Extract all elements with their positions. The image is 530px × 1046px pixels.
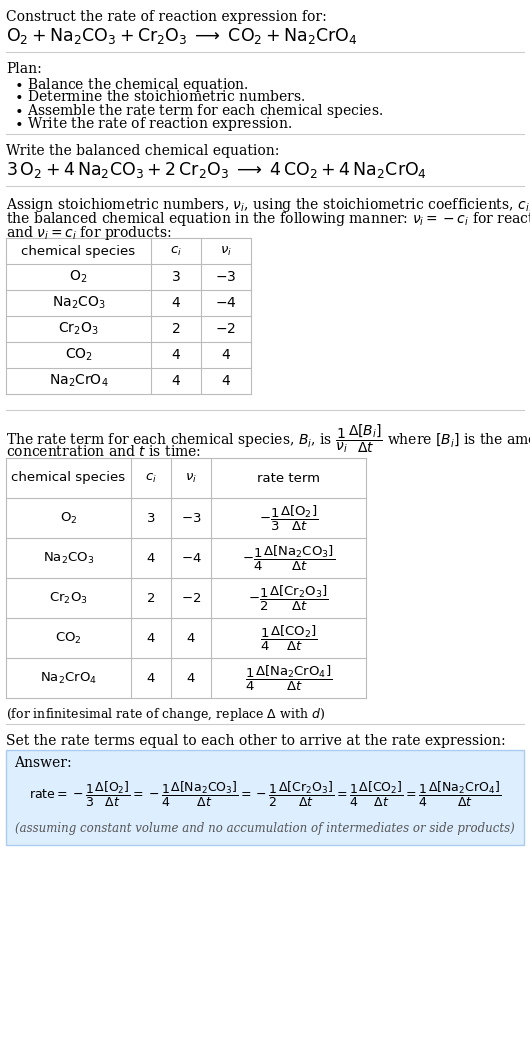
Text: Assign stoichiometric numbers, $\nu_i$, using the stoichiometric coefficients, $: Assign stoichiometric numbers, $\nu_i$, …	[6, 196, 530, 214]
Text: $\mathrm{Na_2CrO_4}$: $\mathrm{Na_2CrO_4}$	[40, 670, 97, 685]
Text: (assuming constant volume and no accumulation of intermediates or side products): (assuming constant volume and no accumul…	[15, 822, 515, 835]
Text: 4: 4	[147, 672, 155, 684]
Text: $\mathrm{3\,O_2 + 4\,Na_2CO_3 + 2\,Cr_2O_3 \;\longrightarrow\; 4\,CO_2 + 4\,Na_2: $\mathrm{3\,O_2 + 4\,Na_2CO_3 + 2\,Cr_2O…	[6, 160, 427, 180]
Text: and $\nu_i = c_i$ for products:: and $\nu_i = c_i$ for products:	[6, 224, 171, 242]
Text: $\mathrm{O_2}$: $\mathrm{O_2}$	[69, 269, 87, 286]
Text: 4: 4	[172, 296, 180, 310]
Text: $-3$: $-3$	[215, 270, 237, 285]
Text: the balanced chemical equation in the following manner: $\nu_i = -c_i$ for react: the balanced chemical equation in the fo…	[6, 210, 530, 228]
Text: Set the rate terms equal to each other to arrive at the rate expression:: Set the rate terms equal to each other t…	[6, 734, 506, 748]
Text: $4$: $4$	[186, 672, 196, 684]
Text: $-4$: $-4$	[181, 551, 201, 565]
Bar	[6, 750, 524, 845]
Text: 4: 4	[172, 374, 180, 388]
Text: $-3$: $-3$	[181, 511, 201, 524]
Text: $-\dfrac{1}{4}\dfrac{\Delta[\mathrm{Na_2CO_3}]}{\Delta t}$: $-\dfrac{1}{4}\dfrac{\Delta[\mathrm{Na_2…	[242, 543, 335, 572]
Text: Construct the rate of reaction expression for:: Construct the rate of reaction expressio…	[6, 10, 327, 24]
Text: concentration and $t$ is time:: concentration and $t$ is time:	[6, 444, 201, 459]
Text: 4: 4	[147, 632, 155, 644]
Text: 4: 4	[172, 348, 180, 362]
Text: chemical species: chemical species	[21, 245, 136, 257]
Text: $-\dfrac{1}{2}\dfrac{\Delta[\mathrm{Cr_2O_3}]}{\Delta t}$: $-\dfrac{1}{2}\dfrac{\Delta[\mathrm{Cr_2…	[248, 584, 329, 613]
Text: $\mathrm{Cr_2O_3}$: $\mathrm{Cr_2O_3}$	[58, 321, 99, 337]
Text: The rate term for each chemical species, $B_i$, is $\dfrac{1}{\nu_i}\dfrac{\Delt: The rate term for each chemical species,…	[6, 422, 530, 455]
Text: $\nu_i$: $\nu_i$	[220, 245, 232, 257]
Text: $\mathrm{rate} = -\dfrac{1}{3}\dfrac{\Delta[\mathrm{O_2}]}{\Delta t} = -\dfrac{1: $\mathrm{rate} = -\dfrac{1}{3}\dfrac{\De…	[29, 780, 501, 809]
Text: $-4$: $-4$	[215, 296, 237, 310]
Text: 3: 3	[147, 511, 155, 524]
Text: $c_i$: $c_i$	[170, 245, 182, 257]
Text: $\dfrac{1}{4}\dfrac{\Delta[\mathrm{CO_2}]}{\Delta t}$: $\dfrac{1}{4}\dfrac{\Delta[\mathrm{CO_2}…	[260, 623, 317, 653]
Text: Write the balanced chemical equation:: Write the balanced chemical equation:	[6, 144, 279, 158]
Text: $\mathrm{Na_2CO_3}$: $\mathrm{Na_2CO_3}$	[51, 295, 105, 312]
Text: $\mathrm{O_2 + Na_2CO_3 + Cr_2O_3 \;\longrightarrow\; CO_2 + Na_2CrO_4}$: $\mathrm{O_2 + Na_2CO_3 + Cr_2O_3 \;\lon…	[6, 26, 358, 46]
Text: 2: 2	[147, 591, 155, 605]
Text: Answer:: Answer:	[14, 756, 72, 770]
Text: $-\dfrac{1}{3}\dfrac{\Delta[\mathrm{O_2}]}{\Delta t}$: $-\dfrac{1}{3}\dfrac{\Delta[\mathrm{O_2}…	[259, 503, 318, 532]
Text: $4$: $4$	[221, 374, 231, 388]
Text: (for infinitesimal rate of change, replace $\Delta$ with $d$): (for infinitesimal rate of change, repla…	[6, 706, 325, 723]
Text: rate term: rate term	[257, 472, 320, 484]
Text: $\bullet$ Assemble the rate term for each chemical species.: $\bullet$ Assemble the rate term for eac…	[14, 103, 383, 120]
Text: 3: 3	[172, 270, 180, 285]
Text: $\mathrm{Cr_2O_3}$: $\mathrm{Cr_2O_3}$	[49, 590, 88, 606]
Text: $\bullet$ Determine the stoichiometric numbers.: $\bullet$ Determine the stoichiometric n…	[14, 89, 305, 104]
Text: $\mathrm{Na_2CrO_4}$: $\mathrm{Na_2CrO_4}$	[49, 372, 108, 389]
Text: $4$: $4$	[221, 348, 231, 362]
Text: $4$: $4$	[186, 632, 196, 644]
Text: $\bullet$ Write the rate of reaction expression.: $\bullet$ Write the rate of reaction exp…	[14, 115, 292, 133]
Text: $\mathrm{O_2}$: $\mathrm{O_2}$	[60, 510, 77, 525]
Text: 2: 2	[172, 322, 180, 336]
Text: $\mathrm{CO_2}$: $\mathrm{CO_2}$	[55, 631, 82, 645]
Text: $\mathrm{CO_2}$: $\mathrm{CO_2}$	[65, 347, 92, 363]
Text: chemical species: chemical species	[12, 472, 126, 484]
Text: Plan:: Plan:	[6, 62, 42, 76]
Text: $\mathrm{Na_2CO_3}$: $\mathrm{Na_2CO_3}$	[43, 550, 94, 566]
Text: $\bullet$ Balance the chemical equation.: $\bullet$ Balance the chemical equation.	[14, 76, 249, 94]
Text: $-2$: $-2$	[216, 322, 236, 336]
Text: $c_i$: $c_i$	[145, 472, 157, 484]
Text: $\dfrac{1}{4}\dfrac{\Delta[\mathrm{Na_2CrO_4}]}{\Delta t}$: $\dfrac{1}{4}\dfrac{\Delta[\mathrm{Na_2C…	[245, 663, 332, 692]
Text: $\nu_i$: $\nu_i$	[185, 472, 197, 484]
Text: 4: 4	[147, 551, 155, 565]
Text: $-2$: $-2$	[181, 591, 201, 605]
